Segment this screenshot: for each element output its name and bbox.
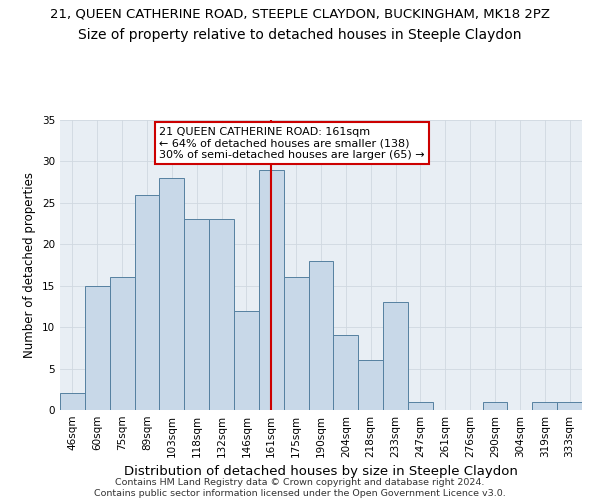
Bar xyxy=(383,302,408,410)
Bar xyxy=(60,394,85,410)
Bar xyxy=(308,261,334,410)
Bar xyxy=(160,178,184,410)
Text: 21 QUEEN CATHERINE ROAD: 161sqm
← 64% of detached houses are smaller (138)
30% o: 21 QUEEN CATHERINE ROAD: 161sqm ← 64% of… xyxy=(160,126,425,160)
Bar xyxy=(110,278,134,410)
Bar xyxy=(532,402,557,410)
Bar xyxy=(358,360,383,410)
Text: Size of property relative to detached houses in Steeple Claydon: Size of property relative to detached ho… xyxy=(78,28,522,42)
Bar xyxy=(259,170,284,410)
X-axis label: Distribution of detached houses by size in Steeple Claydon: Distribution of detached houses by size … xyxy=(124,466,518,478)
Y-axis label: Number of detached properties: Number of detached properties xyxy=(23,172,37,358)
Bar xyxy=(209,220,234,410)
Bar xyxy=(284,278,308,410)
Bar xyxy=(134,194,160,410)
Bar xyxy=(408,402,433,410)
Bar xyxy=(234,310,259,410)
Bar xyxy=(184,220,209,410)
Bar xyxy=(557,402,582,410)
Bar xyxy=(334,336,358,410)
Text: 21, QUEEN CATHERINE ROAD, STEEPLE CLAYDON, BUCKINGHAM, MK18 2PZ: 21, QUEEN CATHERINE ROAD, STEEPLE CLAYDO… xyxy=(50,8,550,20)
Bar xyxy=(482,402,508,410)
Bar xyxy=(85,286,110,410)
Text: Contains HM Land Registry data © Crown copyright and database right 2024.
Contai: Contains HM Land Registry data © Crown c… xyxy=(94,478,506,498)
